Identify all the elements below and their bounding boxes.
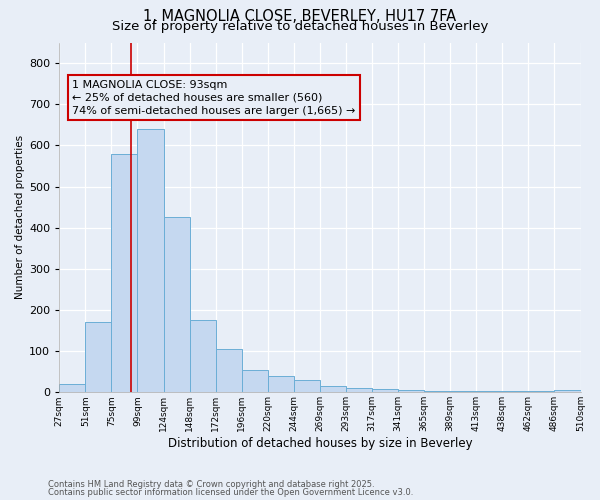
Bar — [85, 322, 112, 392]
Bar — [294, 380, 320, 392]
Text: Contains HM Land Registry data © Crown copyright and database right 2025.: Contains HM Land Registry data © Crown c… — [48, 480, 374, 489]
Bar — [346, 388, 372, 392]
Bar — [59, 384, 85, 392]
Bar — [112, 154, 137, 392]
X-axis label: Distribution of detached houses by size in Beverley: Distribution of detached houses by size … — [167, 437, 472, 450]
Text: 1, MAGNOLIA CLOSE, BEVERLEY, HU17 7FA: 1, MAGNOLIA CLOSE, BEVERLEY, HU17 7FA — [143, 9, 457, 24]
Text: Contains public sector information licensed under the Open Government Licence v3: Contains public sector information licen… — [48, 488, 413, 497]
Bar — [268, 376, 294, 392]
Bar — [190, 320, 215, 392]
Bar — [215, 349, 242, 393]
Bar — [164, 218, 190, 392]
Bar — [137, 129, 164, 392]
Text: 1 MAGNOLIA CLOSE: 93sqm
← 25% of detached houses are smaller (560)
74% of semi-d: 1 MAGNOLIA CLOSE: 93sqm ← 25% of detache… — [73, 80, 356, 116]
Text: Size of property relative to detached houses in Beverley: Size of property relative to detached ho… — [112, 20, 488, 33]
Bar — [554, 390, 581, 392]
Bar — [398, 390, 424, 392]
Bar — [424, 390, 450, 392]
Bar — [242, 370, 268, 392]
Bar — [372, 389, 398, 392]
Y-axis label: Number of detached properties: Number of detached properties — [15, 136, 25, 300]
Bar — [320, 386, 346, 392]
